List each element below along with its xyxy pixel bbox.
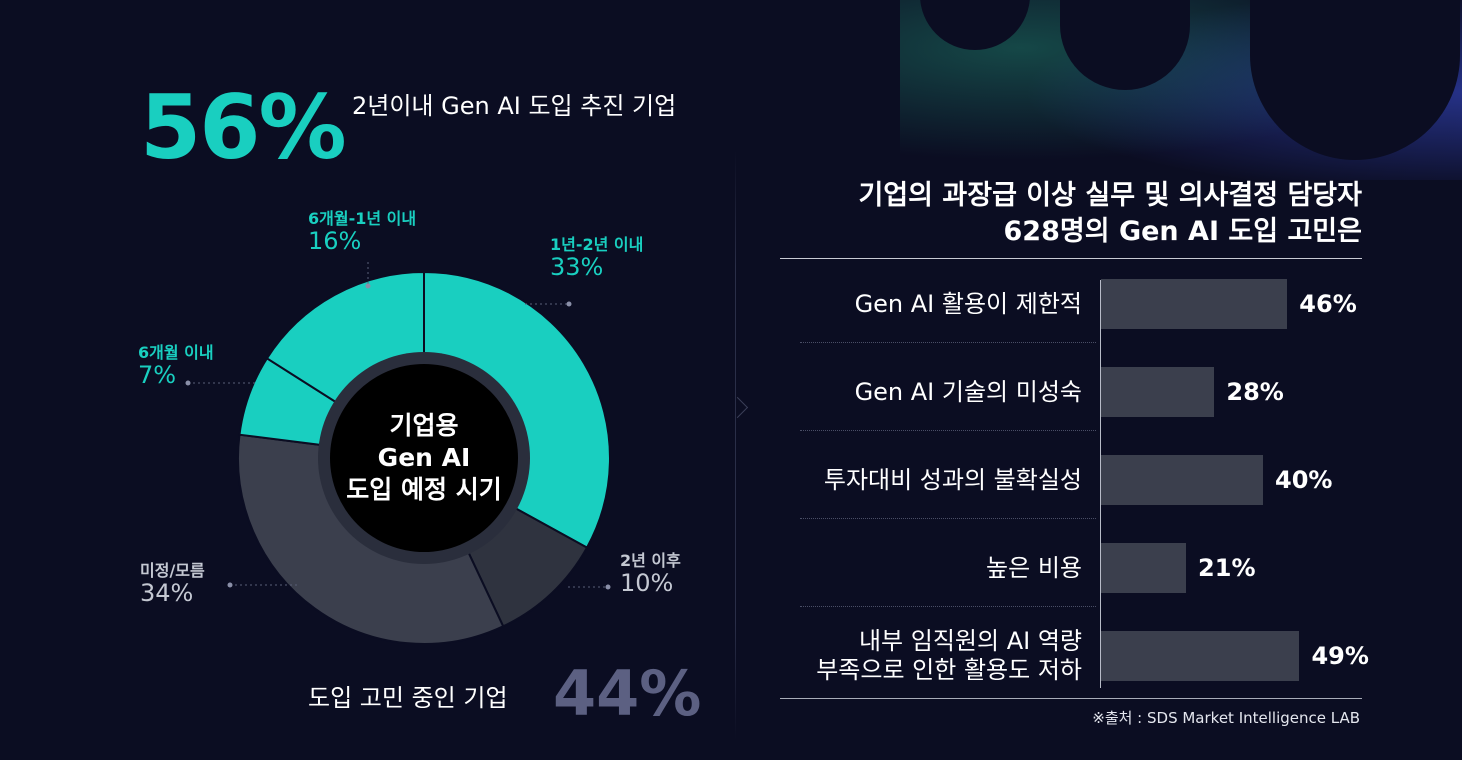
section-divider xyxy=(735,150,736,740)
slice-name: 2년 이후 xyxy=(620,551,681,570)
headline-bottom-percent: 44% xyxy=(553,657,702,730)
slice-value: 10% xyxy=(620,568,674,597)
donut-center-label: 기업용 Gen AI 도입 예정 시기 xyxy=(238,272,610,644)
row-separator xyxy=(800,342,1096,343)
bar-category-label: Gen AI 기술의 미성숙 xyxy=(854,377,1082,406)
slice-value: 33% xyxy=(550,252,604,281)
bar-value-label: 21% xyxy=(1198,554,1256,582)
donut-center-line-1: 기업용 xyxy=(389,411,459,440)
slice-label-6m-1y: 6개월-1년 이내 16% xyxy=(308,210,416,254)
slice-name: 6개월-1년 이내 xyxy=(308,209,417,228)
donut-hole xyxy=(330,364,518,552)
slice-name: 미정/모름 xyxy=(140,561,205,580)
row-separator xyxy=(800,518,1096,519)
bar-category-label: Gen AI 활용이 제한적 xyxy=(854,289,1082,318)
donut-center-line-2: Gen AI xyxy=(377,443,471,472)
slice-value: 34% xyxy=(140,578,194,607)
source-note: ※출처 : SDS Market Intelligence LAB xyxy=(1092,709,1360,727)
row-separator xyxy=(800,606,1096,607)
bar-category-label: 높은 비용 xyxy=(986,553,1082,582)
slice-value: 16% xyxy=(308,226,362,255)
donut-svg xyxy=(237,270,611,645)
right-title-line-1: 기업의 과장급 이상 실무 및 의사결정 담당자 xyxy=(858,180,1362,211)
bar-value-label: 40% xyxy=(1275,466,1333,494)
bottom-rule xyxy=(780,698,1362,699)
bar xyxy=(1101,543,1187,593)
slice-name: 6개월 이내 xyxy=(138,343,214,362)
leader-dot xyxy=(227,582,233,588)
bar xyxy=(1101,279,1288,329)
slice-value: 7% xyxy=(138,360,177,389)
slice-label-undecided: 미정/모름 34% xyxy=(140,562,205,606)
slice-name: 1년-2년 이내 xyxy=(550,235,644,254)
bar-value-label: 46% xyxy=(1299,290,1357,318)
chevron-right-icon xyxy=(726,396,749,419)
headline-top-percent: 56% xyxy=(140,76,347,179)
bar xyxy=(1101,631,1300,681)
headline-bottom-label: 도입 고민 중인 기업 xyxy=(308,684,508,712)
bar xyxy=(1101,367,1215,417)
slice-label-6m: 6개월 이내 7% xyxy=(138,344,214,388)
bar-category-label: 투자대비 성과의 불확실성 xyxy=(823,465,1082,494)
slice-label-2y-after: 2년 이후 10% xyxy=(620,552,681,596)
bar-value-label: 49% xyxy=(1311,642,1369,670)
bar-category-label: 내부 임직원의 AI 역량 부족으로 인한 활용도 저하 xyxy=(816,627,1082,684)
bar xyxy=(1101,455,1263,505)
title-underline xyxy=(780,258,1362,259)
headline-top-label: 2년이내 Gen AI 도입 추진 기업 xyxy=(352,92,677,120)
right-chart-title: 기업의 과장급 이상 실무 및 의사결정 담당자 628명의 Gen AI 도입… xyxy=(780,178,1362,250)
row-separator xyxy=(800,430,1096,431)
bar-value-label: 28% xyxy=(1226,378,1284,406)
slice-label-1y-2y: 1년-2년 이내 33% xyxy=(550,236,643,280)
right-title-line-2: 628명의 Gen AI 도입 고민은 xyxy=(1003,215,1362,247)
bar-axis xyxy=(1100,280,1101,688)
donut-chart: 기업용 Gen AI 도입 예정 시기 xyxy=(237,270,611,645)
donut-center-line-3: 도입 예정 시기 xyxy=(346,475,502,504)
